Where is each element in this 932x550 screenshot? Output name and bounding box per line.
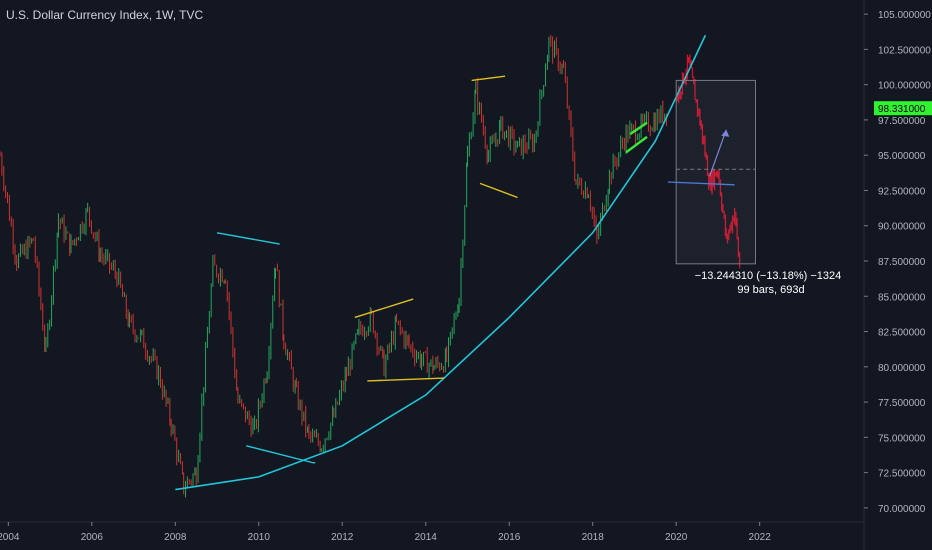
time-tick-label: 2020 [665, 532, 688, 543]
price-tick-label: 75.000000 [878, 433, 926, 444]
measure-box[interactable] [675, 79, 756, 265]
time-tick-label: 2016 [498, 532, 521, 543]
horizontal-line[interactable] [667, 181, 735, 186]
support-curve[interactable] [175, 34, 707, 491]
time-tick-label: 2008 [164, 532, 187, 543]
time-tick-label: 2010 [248, 532, 271, 543]
time-tick-label: 2012 [331, 532, 354, 543]
price-axis[interactable]: 70.000000 72.500000 75.000000 77.500000 80.0… [864, 10, 931, 515]
yellow-trendline[interactable] [471, 75, 506, 82]
chart-title: U.S. Dollar Currency Index, 1W, TVC [6, 8, 204, 22]
price-tick-label: 87.500000 [878, 257, 926, 268]
candles-layer [0, 34, 668, 498]
price-tag-background [874, 101, 932, 116]
price-tick-label: 70.000000 [878, 504, 926, 515]
price-tick-label: 92.500000 [878, 186, 926, 197]
cyan-trendline[interactable] [216, 232, 280, 245]
yellow-trendline[interactable] [367, 377, 445, 382]
measure-label-duration: 99 bars, 693d [737, 284, 804, 296]
green-trendline[interactable] [629, 121, 648, 136]
price-tick-label: 105.000000 [878, 10, 931, 21]
time-tick-label: 2018 [582, 532, 605, 543]
measure-label-change: −13.244310 (−13.18%) −1324 [695, 270, 842, 282]
price-tick-label: 77.500000 [878, 398, 926, 409]
time-tick-label: 2022 [749, 532, 772, 543]
arrow-head [721, 129, 730, 137]
measure-label: −13.244310 (−13.18%) −1324 99 bars, 693d [695, 270, 842, 296]
price-tag-value: 98.331000 [878, 104, 926, 115]
price-tick-label: 95.000000 [878, 151, 926, 162]
price-tick-label: 85.000000 [878, 292, 926, 303]
green-trendline[interactable] [625, 135, 648, 154]
price-tick-label: 97.500000 [878, 116, 926, 127]
price-tick-label: 102.500000 [878, 45, 931, 56]
cyan-trendline[interactable] [246, 445, 314, 464]
arrow-line[interactable] [709, 129, 727, 177]
time-axis[interactable]: 2004 2006 2008 2010 2012 2014 2016 2018 2020 2022 [0, 522, 771, 543]
price-tick-label: 90.000000 [878, 222, 926, 233]
price-tick-label: 72.500000 [878, 469, 926, 480]
price-tick-label: 82.500000 [878, 328, 926, 339]
price-tick-label: 80.000000 [878, 363, 926, 374]
time-tick-label: 2006 [81, 532, 104, 543]
time-tick-label: 2004 [0, 532, 20, 543]
yellow-trendline[interactable] [354, 298, 414, 319]
last-price-tag: 98.331000 [874, 101, 932, 116]
yellow-trendline[interactable] [479, 182, 518, 199]
time-tick-label: 2014 [415, 532, 438, 543]
price-tick-label: 100.000000 [878, 81, 931, 92]
drawings-layer [175, 34, 756, 491]
